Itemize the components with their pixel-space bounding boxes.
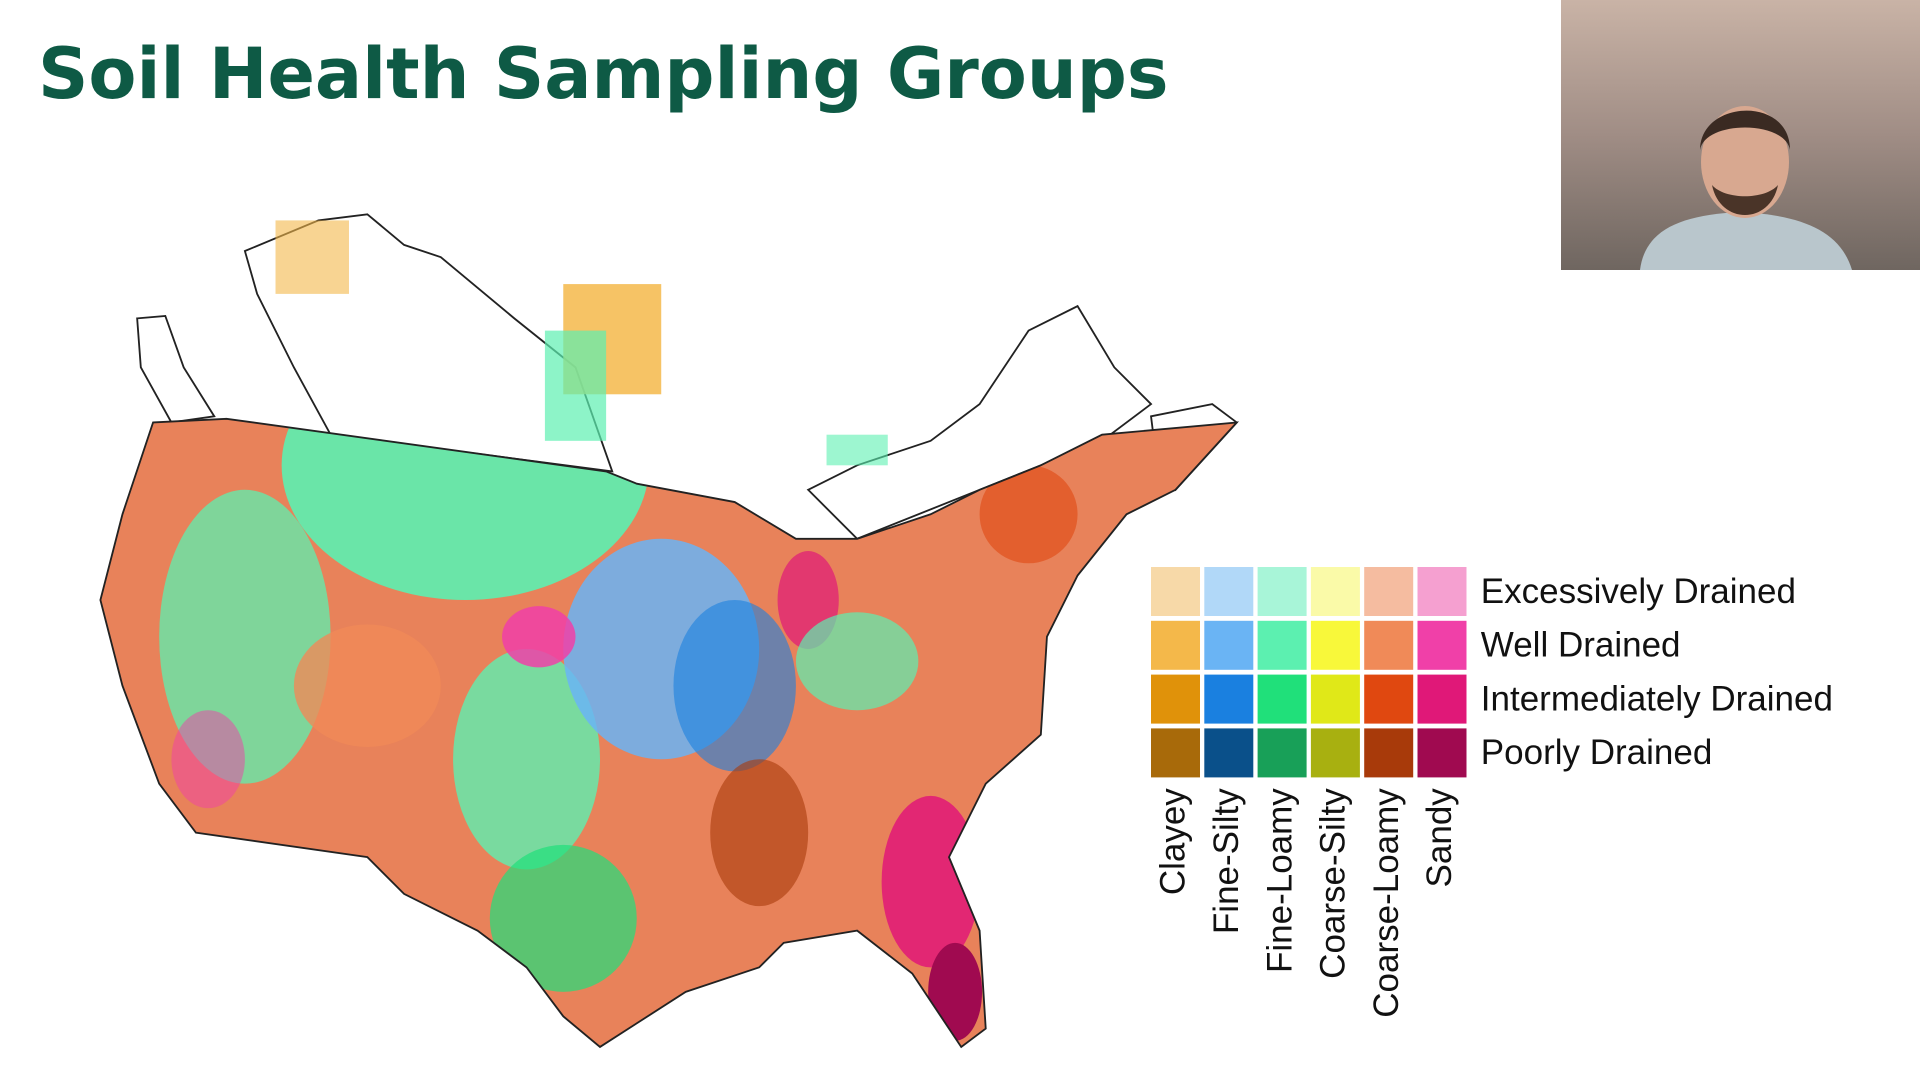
texture-label: Coarse-Silty <box>1314 788 1353 979</box>
legend-swatch <box>1204 620 1254 670</box>
legend-swatch <box>1257 620 1307 670</box>
legend-swatch <box>1257 567 1307 616</box>
legend-swatch <box>1364 567 1414 616</box>
slide-title: Soil Health Sampling Groups <box>38 33 1169 115</box>
legend-swatch <box>1151 674 1200 724</box>
texture-label: Fine-Silty <box>1207 788 1246 934</box>
legend-swatch <box>1204 728 1254 778</box>
legend-swatch <box>1151 567 1200 616</box>
legend-swatch <box>1204 674 1254 724</box>
legend-swatch <box>1310 567 1360 616</box>
legend-swatch <box>1204 567 1254 616</box>
legend-swatch <box>1364 620 1414 670</box>
legend-swatch <box>1257 728 1307 778</box>
legend-swatch <box>1310 620 1360 670</box>
texture-label: Clayey <box>1154 788 1193 895</box>
legend-swatch <box>1310 674 1360 724</box>
drainage-label: Well Drained <box>1481 626 1681 665</box>
legend-swatch <box>1151 728 1200 778</box>
map <box>99 213 1240 1049</box>
drainage-label: Intermediately Drained <box>1481 679 1833 718</box>
legend-swatch <box>1417 728 1467 778</box>
legend-swatch <box>1364 674 1414 724</box>
us-outline <box>99 417 1240 1049</box>
drainage-label: Excessively Drained <box>1481 572 1796 611</box>
texture-label: Fine-Loamy <box>1260 788 1299 973</box>
legend: Excessively Drained Well Drained Intermedi… <box>1151 567 1833 1018</box>
legend-swatch <box>1151 620 1200 670</box>
legend-swatch <box>1417 674 1467 724</box>
legend-swatch <box>1310 728 1360 778</box>
legend-swatch <box>1364 728 1414 778</box>
legend-swatch <box>1257 674 1307 724</box>
webcam <box>1561 0 1920 270</box>
legend-swatch <box>1417 567 1467 616</box>
canada-soil-patches <box>275 220 888 466</box>
texture-label: Sandy <box>1420 788 1459 888</box>
drainage-label: Poorly Drained <box>1481 733 1713 772</box>
legend-swatch <box>1417 620 1467 670</box>
texture-label: Coarse-Loamy <box>1367 788 1406 1018</box>
